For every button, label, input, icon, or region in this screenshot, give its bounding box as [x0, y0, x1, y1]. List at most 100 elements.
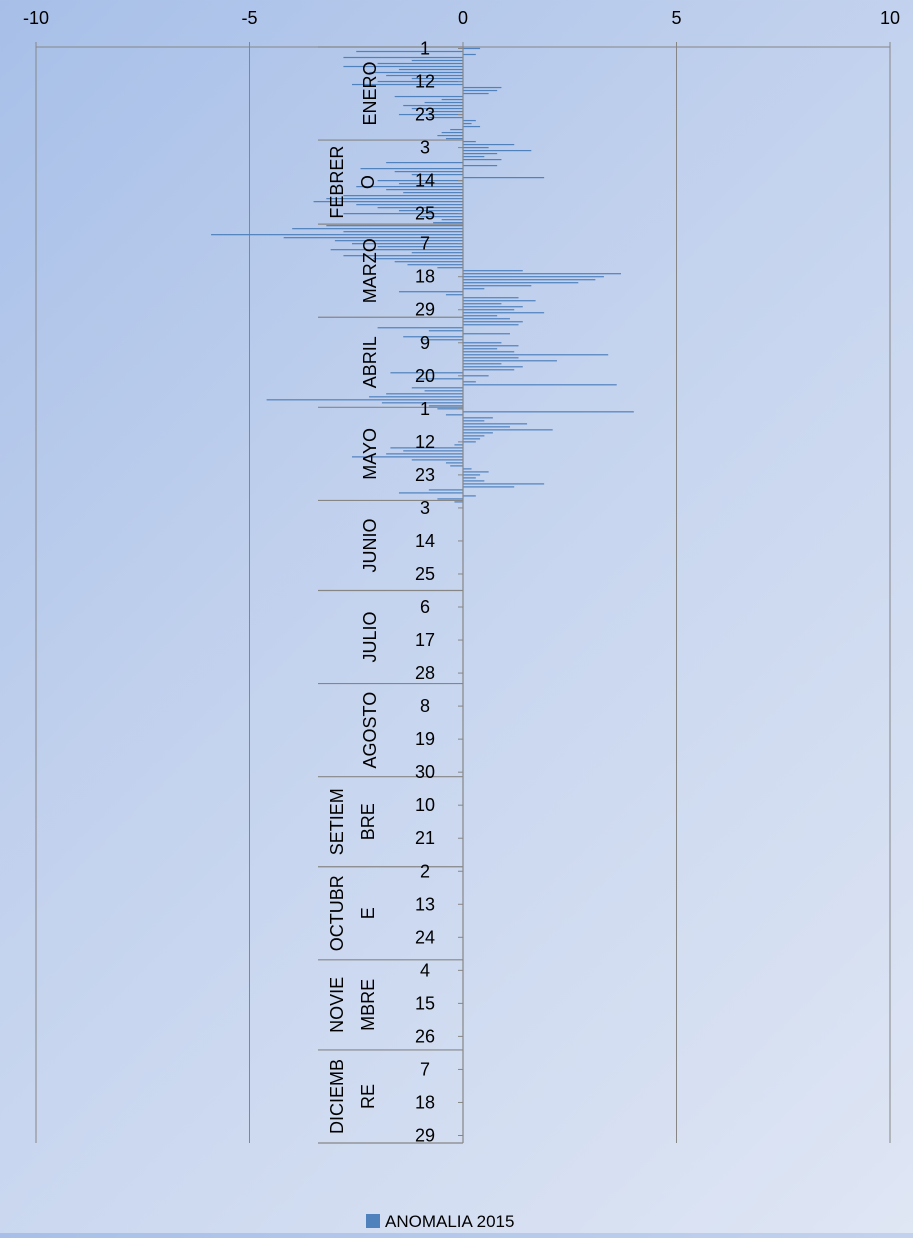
anomaly-bar: [428, 116, 463, 119]
anomaly-bar: [463, 140, 476, 143]
anomaly-bar: [437, 267, 463, 269]
anomaly-bar: [369, 396, 463, 398]
anomaly-bar: [343, 213, 463, 215]
anomaly-bar: [463, 47, 481, 50]
anomaly-bar: [424, 390, 463, 392]
anomaly-bar: [463, 435, 485, 437]
day-tick-label: 19: [415, 729, 435, 749]
anomaly-bar: [390, 372, 463, 374]
anomaly-bar: [463, 321, 523, 323]
anomaly-bar: [411, 387, 463, 389]
anomaly-bar: [351, 243, 463, 245]
anomaly-bar: [463, 89, 498, 92]
anomaly-bar: [343, 195, 463, 197]
anomaly-bar: [403, 192, 463, 194]
day-tick-label: 25: [415, 564, 435, 584]
anomaly-bar: [463, 156, 485, 158]
anomaly-bar: [463, 309, 515, 311]
anomaly-bar: [343, 255, 463, 257]
day-tick-label: 2: [420, 861, 430, 881]
anomaly-bar: [463, 420, 485, 422]
day-tick-label: 29: [415, 1125, 435, 1145]
anomaly-bar: [463, 354, 609, 356]
anomaly-bar: [463, 177, 545, 179]
day-tick-label: 1: [420, 399, 430, 419]
month-label: MARZO: [360, 238, 380, 303]
day-tick-label: 23: [415, 105, 435, 125]
anomaly-bar: [428, 405, 463, 407]
anomaly-bar: [428, 330, 463, 332]
anomaly-bar: [463, 483, 545, 485]
day-tick-label: 17: [415, 630, 435, 650]
anomaly-bar: [386, 74, 463, 77]
anomaly-bar: [377, 207, 463, 209]
anomaly-bar: [381, 402, 463, 404]
anomaly-bar: [428, 489, 463, 491]
anomaly-bar: [450, 128, 463, 131]
month-label: FEBRER: [327, 146, 347, 219]
anomaly-bar: [463, 345, 519, 347]
anomaly-bar: [386, 393, 463, 395]
anomaly-bar: [463, 474, 481, 476]
anomaly-bar: [463, 125, 481, 128]
anomaly-bar: [394, 171, 463, 173]
anomaly-bar: [463, 285, 532, 287]
x-tick-label: 0: [458, 8, 468, 28]
anomaly-bar: [441, 131, 463, 134]
anomaly-bar: [454, 501, 463, 503]
anomaly-bar: [463, 432, 493, 434]
x-tick-label: -5: [241, 8, 257, 28]
anomaly-bar: [386, 162, 463, 164]
day-tick-label: 3: [420, 138, 430, 158]
anomaly-bar: [377, 62, 463, 65]
anomaly-bar: [343, 65, 463, 68]
anomaly-bar: [398, 183, 463, 185]
anomaly-bar: [463, 119, 476, 122]
anomaly-bar: [463, 375, 489, 377]
anomaly-bar: [420, 339, 463, 341]
anomaly-bar: [326, 225, 463, 227]
month-label: AGOSTO: [360, 692, 380, 769]
anomaly-bar: [334, 240, 463, 242]
anomaly-bar: [292, 228, 463, 230]
day-tick-label: 9: [420, 333, 430, 353]
month-label: RE: [358, 1084, 378, 1109]
anomaly-bar: [463, 86, 502, 89]
anomaly-bar: [463, 324, 519, 326]
anomaly-bar: [463, 471, 489, 473]
anomaly-bar: [356, 50, 463, 53]
day-tick-label: 1: [420, 39, 430, 59]
anomaly-bar: [356, 186, 463, 188]
month-label: NOVIE: [327, 977, 347, 1033]
anomaly-bar: [398, 210, 463, 212]
day-tick-label: 25: [415, 204, 435, 224]
anomaly-bar: [411, 77, 463, 80]
anomaly-bar: [463, 429, 553, 431]
anomaly-bar: [463, 369, 515, 371]
day-tick-label: 18: [415, 267, 435, 287]
anomaly-bar: [356, 204, 463, 206]
anomaly-bar: [463, 384, 617, 386]
month-label: SETIEM: [327, 788, 347, 855]
anomaly-bar: [463, 480, 485, 482]
anomaly-bar: [420, 216, 463, 218]
day-tick-label: 26: [415, 1026, 435, 1046]
anomaly-bar: [463, 495, 476, 497]
anomaly-bar: [313, 201, 463, 203]
anomaly-bar: [411, 59, 463, 62]
anomaly-bar: [463, 333, 510, 335]
axes: [35, 42, 891, 1144]
anomaly-bar: [463, 143, 515, 146]
anomaly-bar: [463, 270, 523, 272]
day-tick-label: 6: [420, 597, 430, 617]
anomaly-bar: [463, 312, 545, 314]
anomaly-bar: [445, 294, 463, 296]
anomaly-bar: [407, 264, 463, 266]
day-tick-label: 24: [415, 927, 435, 947]
anomaly-bar: [377, 246, 463, 248]
anomaly-bar: [394, 261, 463, 263]
anomaly-bar: [416, 378, 463, 380]
anomaly-bar: [463, 303, 502, 305]
anomaly-bar: [433, 222, 463, 224]
